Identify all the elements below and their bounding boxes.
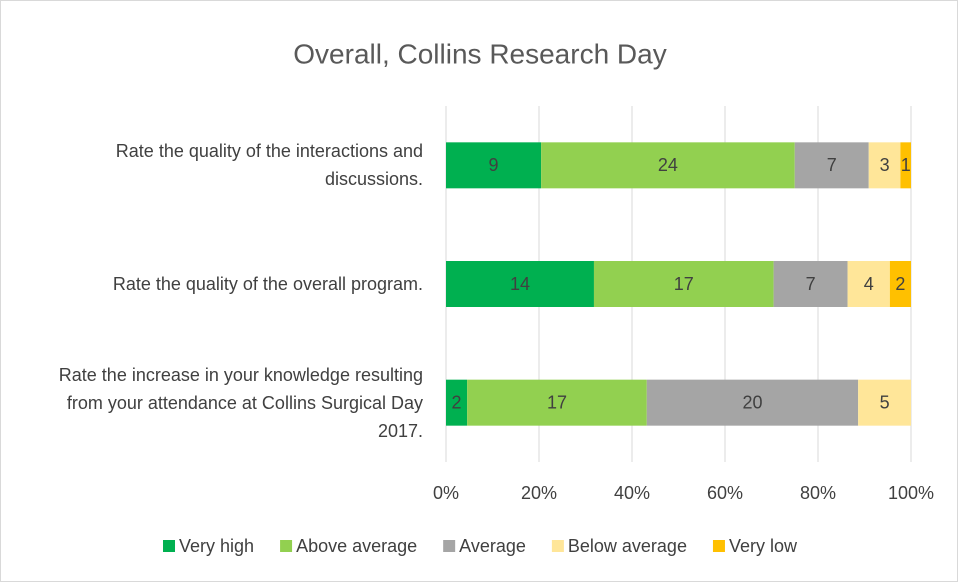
category-label-box: Rate the quality of the interactions and… xyxy=(115,141,423,190)
legend-label: Below average xyxy=(568,536,687,556)
legend-swatch xyxy=(443,540,456,552)
bar-segment xyxy=(446,379,468,426)
data-label: 2 xyxy=(895,274,905,294)
legend-item: Very high xyxy=(163,536,254,556)
data-label: 20 xyxy=(742,392,762,412)
bar-segment xyxy=(446,142,542,189)
data-label: 7 xyxy=(806,274,816,294)
legend-label: Above average xyxy=(296,536,417,556)
bar-segment xyxy=(467,379,647,426)
bar-segment xyxy=(646,379,859,426)
data-label: 5 xyxy=(880,392,890,412)
legend-label: Average xyxy=(459,536,526,556)
legend-label: Very low xyxy=(729,536,798,556)
legend-item: Very low xyxy=(712,536,798,556)
x-tick-label: 40% xyxy=(614,483,650,503)
bar-segment xyxy=(858,379,911,426)
x-tick-label: 0% xyxy=(433,483,459,503)
x-tick-label: 80% xyxy=(800,483,836,503)
category-label-box: Rate the increase in your knowledge resu… xyxy=(58,364,423,441)
data-label: 17 xyxy=(674,274,694,294)
chart-title: Overall, Collins Research Day xyxy=(293,38,666,69)
legend-swatch xyxy=(712,540,725,552)
bar-segment xyxy=(593,261,774,307)
legend-item: Above average xyxy=(280,536,417,556)
data-label: 7 xyxy=(827,155,837,175)
data-label: 3 xyxy=(880,155,890,175)
y-tick-label: Rate the increase in your knowledge resu… xyxy=(58,364,423,441)
bar-segment xyxy=(773,261,848,307)
data-label: 4 xyxy=(864,274,874,294)
data-label: 1 xyxy=(901,155,911,175)
x-tick-label: 20% xyxy=(521,483,557,503)
bar-segment xyxy=(794,142,869,189)
bar-segment xyxy=(900,142,911,189)
y-tick-label: Rate the quality of the interactions and… xyxy=(115,141,423,190)
legend-swatch xyxy=(163,540,176,552)
y-tick-label: Rate the quality of the overall program. xyxy=(112,274,423,294)
x-tick-label: 100% xyxy=(888,483,934,503)
data-label: 17 xyxy=(547,392,567,412)
bar-segment xyxy=(847,261,890,307)
data-label: 14 xyxy=(510,274,530,294)
legend-swatch xyxy=(551,540,564,552)
data-label: 9 xyxy=(489,155,499,175)
bar-segment xyxy=(446,261,594,307)
legend-swatch xyxy=(280,540,293,552)
x-tick-label: 60% xyxy=(707,483,743,503)
data-label: 2 xyxy=(452,392,462,412)
legend-item: Below average xyxy=(551,536,687,556)
legend-label: Very high xyxy=(179,536,254,556)
bar-segment xyxy=(541,142,795,189)
bar-segment xyxy=(868,142,901,189)
data-label: 24 xyxy=(658,155,678,175)
bar-segment xyxy=(889,261,911,307)
legend-item: Average xyxy=(443,536,526,556)
category-label-box: Rate the quality of the overall program. xyxy=(112,274,423,294)
